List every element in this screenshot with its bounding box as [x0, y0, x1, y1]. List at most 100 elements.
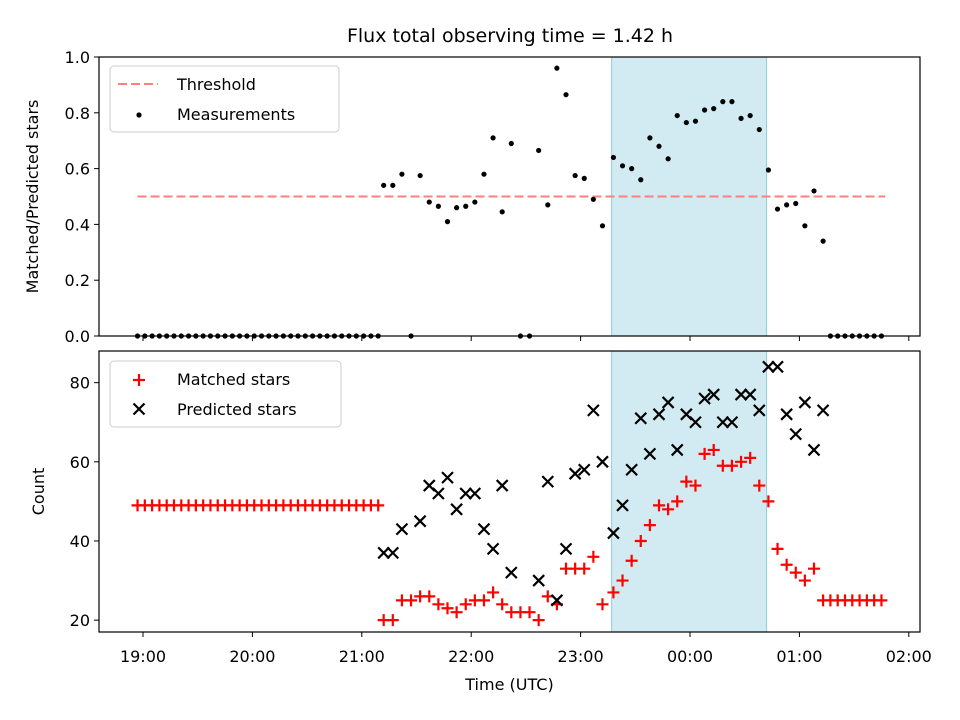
measurement-point-43: [463, 203, 469, 209]
legend-measurement-swatch: [136, 112, 142, 118]
top-panel: 0.0 0.2 0.4 0.6 0.8 1.0 Matched/Predicted sta…: [23, 48, 921, 346]
bottom-ytick-label-2: 60: [70, 453, 90, 472]
measurement-point-69: [701, 107, 708, 113]
matched-star-point-59: [607, 586, 620, 599]
measurement-point-58: [599, 223, 606, 229]
predicted-star-point-0: [377, 546, 390, 560]
legend-matched-label: Matched stars: [177, 370, 290, 389]
matched-star-point-35: [386, 614, 399, 627]
matched-star-point-33: [372, 499, 385, 512]
predicted-star-point-21: [596, 455, 609, 469]
measurement-point-75: [756, 126, 762, 133]
top-x-ticks: [142, 336, 910, 341]
predicted-star-point-18: [568, 467, 582, 480]
top-legend-box: [109, 65, 340, 133]
measurement-point-62: [638, 177, 644, 183]
xtick-label-1: 20:00: [229, 647, 275, 666]
predicted-star-point-20: [587, 404, 600, 417]
matched-star-point-78: [780, 558, 793, 571]
predicted-star-point-16: [550, 594, 564, 607]
predicted-star-point-22: [607, 526, 620, 540]
matched-star-point-37: [405, 594, 418, 607]
predicted-star-point-33: [707, 388, 720, 401]
predicted-star-point-45: [816, 404, 830, 417]
predicted-star-point-19: [577, 463, 591, 477]
measurement-point-72: [729, 99, 735, 105]
predicted-star-point-28: [661, 396, 675, 409]
predicted-star-point-27: [652, 408, 666, 421]
measurement-point-53: [554, 65, 560, 71]
bottom-ytick-label-0: 20: [70, 611, 90, 630]
chart-title: Flux total observing time = 1.42 h: [347, 25, 673, 47]
matched-star-point-42: [450, 606, 463, 619]
count-points: [131, 360, 888, 627]
matched-star-point-62: [634, 534, 647, 547]
measurement-point-41: [444, 219, 451, 225]
predicted-star-point-9: [468, 487, 482, 500]
predicted-star-point-29: [670, 443, 684, 457]
xtick-label-3: 22:00: [448, 647, 494, 666]
xtick-label-6: 01:00: [776, 647, 822, 666]
predicted-star-point-31: [689, 415, 702, 429]
matched-star-point-41: [441, 602, 454, 615]
measurement-point-82: [820, 238, 826, 244]
predicted-star-point-40: [771, 360, 784, 374]
measurement-point-54: [563, 92, 569, 98]
measurement-point-74: [747, 112, 753, 119]
top-ytick-label-0: 0.0: [65, 327, 90, 346]
matched-star-point-90: [875, 594, 888, 607]
matched-star-point-69: [698, 447, 711, 460]
matched-star-point-67: [680, 475, 693, 488]
predicted-star-point-13: [505, 566, 518, 579]
predicted-star-point-7: [450, 503, 463, 516]
predicted-star-point-23: [616, 499, 629, 512]
matched-star-point-65: [662, 503, 675, 516]
legend-predicted-label: Predicted stars: [177, 400, 297, 419]
matched-star-point-73: [735, 455, 748, 468]
matched-star-point-74: [744, 451, 757, 464]
predicted-star-point-11: [486, 542, 500, 556]
predicted-star-point-10: [477, 522, 491, 536]
matched-star-point-76: [762, 495, 775, 508]
predicted-star-point-12: [495, 479, 509, 492]
matched-star-point-61: [625, 554, 638, 567]
predicted-star-point-25: [634, 412, 648, 425]
bottom-legend: Matched stars Predicted stars: [109, 360, 342, 428]
measurement-point-42: [454, 205, 460, 211]
measurement-point-66: [674, 112, 680, 119]
xtick-label-7: 02:00: [886, 647, 932, 666]
top-ytick-label-1: 0.2: [65, 271, 90, 290]
measurement-point-47: [499, 209, 505, 215]
predicted-star-point-37: [743, 388, 757, 401]
xtick-label-2: 21:00: [339, 647, 385, 666]
bottom-ytick-label-3: 80: [70, 374, 90, 393]
matched-star-point-43: [459, 598, 472, 611]
measurement-point-81: [811, 188, 817, 194]
legend-matched-swatch: [133, 374, 145, 386]
x-axis-label: Time (UTC): [464, 675, 553, 694]
xtick-label-4: 23:00: [558, 647, 604, 666]
matched-star-point-63: [643, 519, 656, 532]
matched-star-point-39: [423, 590, 436, 603]
measurement-point-67: [683, 119, 689, 126]
measurement-point-57: [590, 196, 596, 202]
bottom-panel: 20 40 60 80 19:00 20:00 21:00 22:00 23:00 00:00 0…: [29, 350, 932, 694]
measurement-point-52: [545, 202, 551, 208]
predicted-star-point-2: [395, 522, 409, 536]
matched-star-point-50: [523, 606, 536, 619]
matched-star-point-47: [496, 598, 509, 611]
bottom-y-axis-label: Count: [29, 468, 48, 516]
predicted-star-point-32: [698, 392, 711, 405]
measurement-point-60: [619, 163, 626, 169]
bottom-ytick-label-1: 40: [70, 532, 90, 551]
predicted-star-point-3: [413, 514, 427, 528]
top-legend: Threshold Measurements: [109, 65, 340, 133]
predicted-star-point-39: [762, 360, 775, 374]
predicted-star-point-8: [459, 487, 473, 500]
matched-star-point-77: [771, 542, 784, 555]
measurement-point-80: [802, 223, 808, 229]
xtick-label-5: 00:00: [667, 647, 713, 666]
measurement-points: [134, 65, 885, 339]
top-ytick-label-3: 0.6: [65, 160, 90, 179]
